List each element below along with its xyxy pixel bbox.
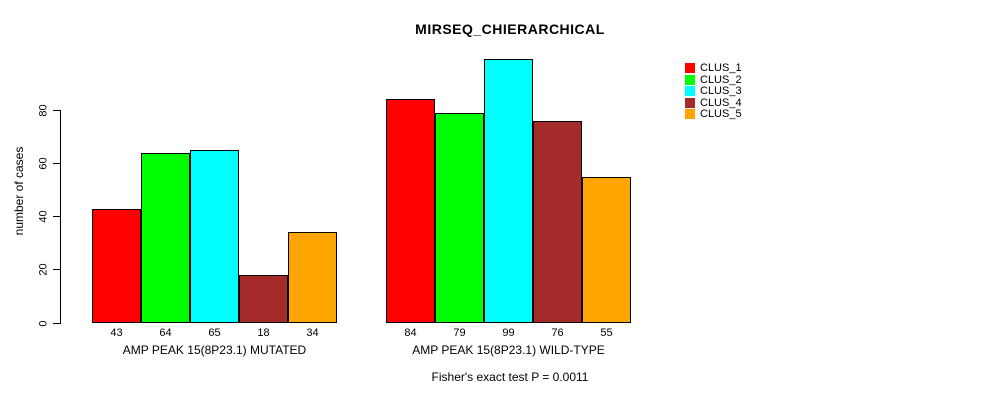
y-axis-tick-mark [53,322,60,324]
x-category-label: AMP PEAK 15(8P23.1) MUTATED [122,343,307,357]
y-axis-tick-label: 80 [37,103,50,117]
legend-label: CLUS_3 [700,85,742,98]
chart-title: MIRSEQ_CHIERARCHICAL [415,21,605,37]
x-category-label: AMP PEAK 15(8P23.1) WILD-TYPE [412,343,605,357]
bar-value-label: 43 [110,327,123,339]
bar-clus_3-group1 [190,150,239,323]
bar-value-label: 65 [208,327,221,339]
legend-label: CLUS_2 [700,73,742,86]
legend-swatch-icon [685,86,695,97]
bar-clus_3-group2 [484,59,533,323]
bar-clus_5-group1 [288,232,337,323]
y-axis-label: number of cases [12,146,26,236]
y-axis-tick-mark [53,109,60,111]
legend-swatch-icon [685,74,695,85]
legend-label: CLUS_5 [700,108,742,121]
bar-clus_5-group2 [582,177,631,323]
bar-clus_2-group1 [141,153,190,323]
y-axis-tick-label: 40 [37,210,50,223]
bar-value-label: 34 [306,327,319,339]
bar-value-label: 18 [257,327,270,339]
bar-clus_4-group1 [239,275,288,323]
y-axis-tick-mark [53,269,60,271]
y-axis-tick-label: 60 [37,157,50,170]
bar-value-label: 99 [502,327,515,339]
legend-swatch-icon [685,109,695,120]
bar-clus_4-group2 [533,121,582,323]
bar-clus_1-group1 [92,209,141,323]
bar-clus_1-group2 [386,99,435,323]
bar-value-label: 84 [404,327,417,339]
legend-label: CLUS_1 [700,62,742,74]
bar-value-label: 55 [600,327,613,339]
fisher-test-annotation: Fisher's exact test P = 0.0011 [431,370,589,384]
bar-clus_2-group2 [435,113,484,323]
y-axis-line [60,110,61,324]
legend-label: CLUS_4 [700,96,742,109]
y-axis-tick-mark [53,162,60,164]
legend-swatch-icon [685,63,695,73]
y-axis-tick-mark [53,216,60,217]
bar-value-label: 64 [159,327,172,339]
bar-value-label: 76 [551,327,564,339]
y-axis-tick-label: 0 [37,319,50,327]
y-axis-tick-label: 20 [37,263,50,276]
bar-value-label: 79 [453,327,466,339]
legend-swatch-icon [685,97,695,108]
